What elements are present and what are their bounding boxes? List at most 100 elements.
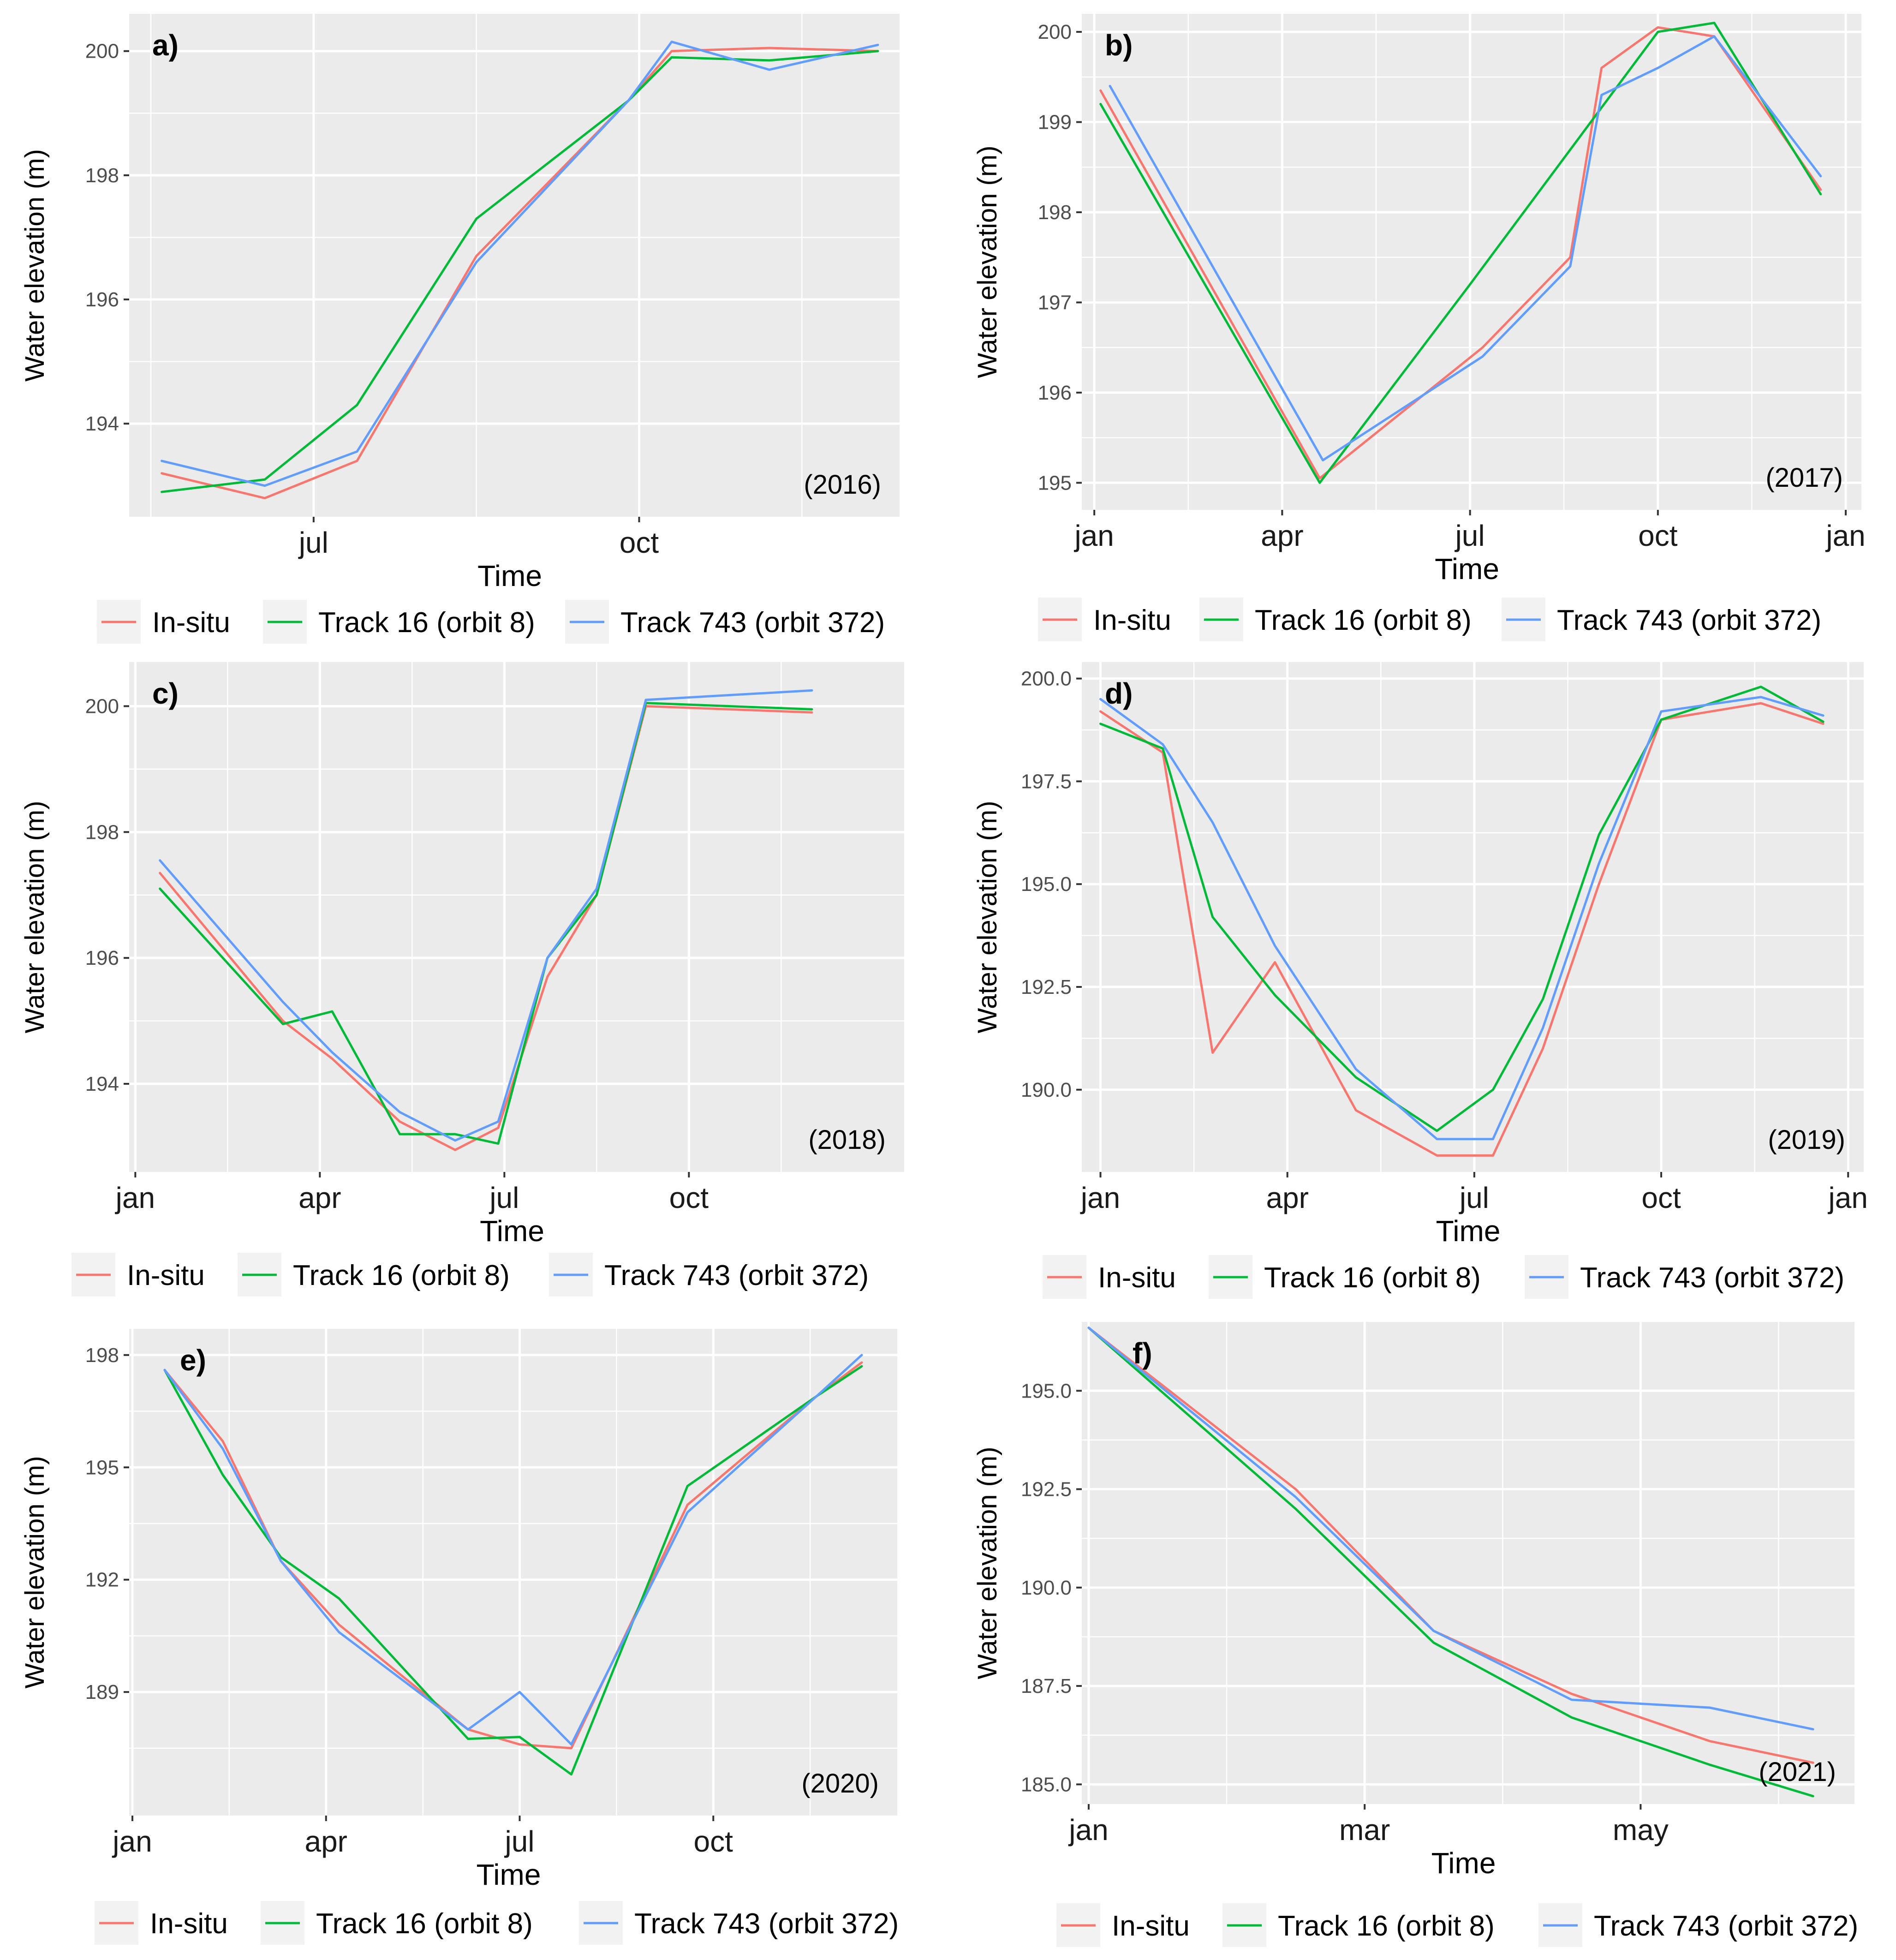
plot-background xyxy=(129,1329,897,1816)
legend-label-track16: Track 16 (orbit 8) xyxy=(1264,1262,1481,1294)
legend-label-track743: Track 743 (orbit 372) xyxy=(604,1260,869,1291)
legend: In-situ Track 16 (orbit 8) Track 743 (orbi… xyxy=(97,600,885,644)
series-line-insitu xyxy=(1099,702,1824,1157)
y-axis-title: Water elevation (m) xyxy=(972,146,1002,378)
legend-label-track16: Track 16 (orbit 8) xyxy=(316,1908,533,1940)
y-tick-label: 195.0 xyxy=(1021,1380,1072,1402)
series-line-insitu xyxy=(1099,26,1822,480)
y-tick-label: 196 xyxy=(1038,382,1072,404)
legend-label-track743: Track 743 (orbit 372) xyxy=(634,1908,899,1940)
y-axis-title: Water elevation (m) xyxy=(972,1447,1002,1679)
y-tick-label: 194 xyxy=(85,412,119,435)
x-tick-label: oct xyxy=(620,526,659,559)
x-tick-label: jan xyxy=(1073,519,1114,552)
legend-label-track743: Track 743 (orbit 372) xyxy=(620,607,885,639)
y-tick-label: 190.0 xyxy=(1021,1079,1072,1101)
panel-label: c) xyxy=(152,677,179,710)
x-axis-title: Time xyxy=(477,559,542,592)
y-tick-label: 195 xyxy=(85,1456,119,1479)
year-annotation: (2019) xyxy=(1768,1125,1845,1155)
y-tick-label: 196 xyxy=(85,288,119,311)
y-tick-label: 198 xyxy=(85,1344,119,1367)
series-line-insitu xyxy=(161,47,879,500)
plot-background xyxy=(129,662,904,1172)
y-tick-label: 192 xyxy=(85,1569,119,1591)
y-tick-label: 192.5 xyxy=(1021,1478,1072,1501)
x-axis-title: Time xyxy=(480,1214,544,1248)
series-line-track16 xyxy=(1099,22,1822,484)
series-line-track743 xyxy=(1087,1327,1814,1731)
series-line-track743 xyxy=(161,41,879,487)
year-annotation: (2017) xyxy=(1765,463,1843,493)
legend-label-insitu: In-situ xyxy=(1112,1910,1190,1942)
series-line-track16 xyxy=(161,50,879,493)
x-tick-label: oct xyxy=(694,1825,733,1858)
x-tick-label: jan xyxy=(1080,1181,1120,1214)
y-axis-title: Water elevation (m) xyxy=(20,801,50,1034)
x-axis-title: Time xyxy=(477,1858,541,1891)
legend-label-insitu: In-situ xyxy=(1093,604,1171,636)
panel-label: b) xyxy=(1105,29,1133,62)
y-axis-title: Water elevation (m) xyxy=(20,149,50,382)
series-line-insitu xyxy=(1087,1327,1814,1764)
x-tick-label: jul xyxy=(298,526,328,559)
y-tick-label: 187.5 xyxy=(1021,1675,1072,1697)
legend-label-track16: Track 16 (orbit 8) xyxy=(318,607,535,639)
legend: In-situ Track 16 (orbit 8) Track 743 (orbi… xyxy=(1038,598,1821,641)
y-axis-title: Water elevation (m) xyxy=(972,801,1002,1034)
panel-label: d) xyxy=(1105,677,1133,710)
legend-label-insitu: In-situ xyxy=(127,1260,205,1291)
series-line-track16 xyxy=(159,702,813,1145)
plot-background xyxy=(129,14,900,517)
series-line-track16 xyxy=(163,1365,863,1776)
panel-label: e) xyxy=(180,1344,206,1377)
y-tick-label: 190.0 xyxy=(1021,1577,1072,1599)
legend-label-track743: Track 743 (orbit 372) xyxy=(1594,1910,1858,1942)
panel-c-chart: 194 196 198 200 jan apr jul oct Time Water elevat… xyxy=(20,662,904,1297)
legend-label-insitu: In-situ xyxy=(150,1908,228,1940)
y-tick-label: 200.0 xyxy=(1021,668,1072,690)
x-tick-label: oct xyxy=(1641,1181,1681,1214)
legend-label-track16: Track 16 (orbit 8) xyxy=(293,1260,510,1291)
series-line-track16 xyxy=(1099,685,1824,1132)
y-tick-label: 197 xyxy=(1038,291,1072,314)
x-tick-label: jan xyxy=(1068,1813,1108,1846)
y-tick-label: 199 xyxy=(1038,111,1072,134)
series-line-track743 xyxy=(159,689,813,1142)
series-line-track743 xyxy=(1099,696,1824,1141)
panel-d-chart: 190.0 192.5 195.0 197.5 200.0 jan apr jul oct jan… xyxy=(972,662,1868,1299)
x-tick-label: jul xyxy=(489,1181,519,1214)
y-tick-label: 198 xyxy=(1038,201,1072,224)
panel-f-chart: 185.0 187.5 190.0 192.5 195.0 jan mar may Time Wa… xyxy=(972,1322,1858,1947)
legend: In-situ Track 16 (orbit 8) Track 743 (orbi… xyxy=(1056,1903,1858,1947)
x-tick-label: jan xyxy=(115,1181,155,1214)
x-tick-label: apr xyxy=(298,1181,341,1214)
y-tick-label: 197.5 xyxy=(1021,770,1072,793)
y-axis-title: Water elevation (m) xyxy=(20,1456,50,1689)
year-annotation: (2016) xyxy=(804,470,881,500)
y-tick-label: 192.5 xyxy=(1021,976,1072,998)
x-tick-label: jan xyxy=(112,1825,152,1858)
panel-e-chart: 189 192 195 198 jan apr jul oct Time Water elevat… xyxy=(20,1329,899,1945)
year-annotation: (2018) xyxy=(808,1125,886,1155)
x-tick-label: jan xyxy=(1825,519,1865,552)
x-tick-label: jul xyxy=(1459,1181,1489,1214)
x-tick-label: oct xyxy=(1638,519,1678,552)
x-tick-label: apr xyxy=(304,1825,347,1858)
legend-label-insitu: In-situ xyxy=(152,607,230,639)
x-tick-label: mar xyxy=(1339,1813,1390,1846)
legend-label-track743: Track 743 (orbit 372) xyxy=(1580,1262,1844,1294)
x-axis-title: Time xyxy=(1435,552,1499,586)
legend-label-insitu: In-situ xyxy=(1098,1262,1176,1294)
y-tick-label: 198 xyxy=(85,164,119,187)
y-tick-label: 200 xyxy=(1038,21,1072,43)
series-line-track16 xyxy=(1087,1327,1814,1798)
y-tick-label: 194 xyxy=(85,1073,119,1095)
legend: In-situ Track 16 (orbit 8) Track 743 (orbi… xyxy=(95,1901,899,1945)
x-axis-title: Time xyxy=(1431,1846,1496,1880)
y-tick-label: 189 xyxy=(85,1681,119,1703)
plot-background xyxy=(1082,1322,1854,1804)
x-tick-label: jul xyxy=(1455,519,1485,552)
y-tick-label: 200 xyxy=(85,40,119,63)
y-tick-label: 200 xyxy=(85,695,119,717)
